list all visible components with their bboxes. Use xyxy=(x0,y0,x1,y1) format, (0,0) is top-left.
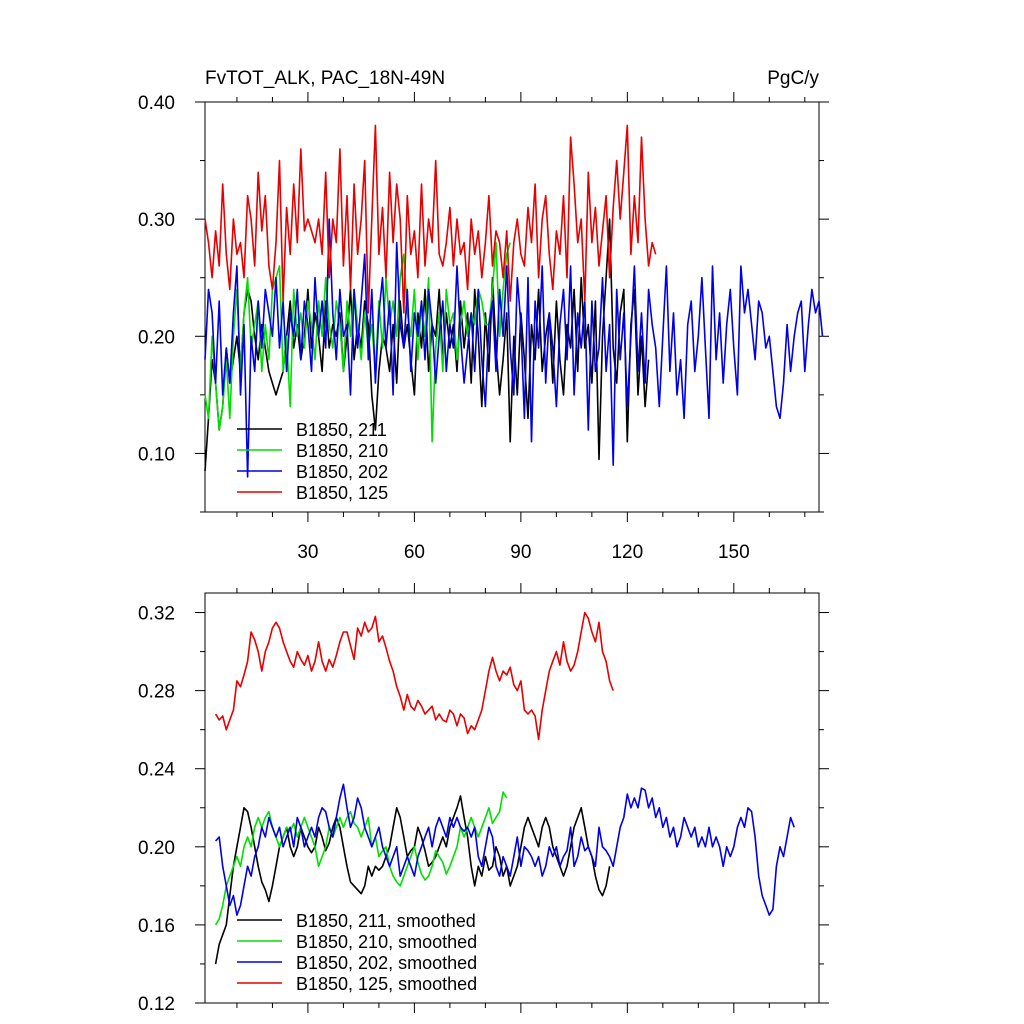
top-units-label: PgC/y xyxy=(767,68,819,89)
top-series-lines xyxy=(204,124,824,478)
y-tick-label: 0.40 xyxy=(138,93,175,114)
bottom-series-lines xyxy=(214,611,795,965)
legend-label: B1850, 125, smoothed xyxy=(296,974,477,994)
top-axes: 0.10 0.20 0.30 0.40 30 60 90 120 150 xyxy=(138,92,829,563)
x-tick-label: 150 xyxy=(718,542,750,563)
y-tick-label: 0.12 xyxy=(138,994,175,1015)
series-line-b1850-125 xyxy=(204,124,657,314)
legend-label: B1850, 210, smoothed xyxy=(296,932,477,952)
y-tick-label: 0.20 xyxy=(138,838,175,859)
bottom-axes: 0.12 0.16 0.20 0.24 0.28 0.32 xyxy=(138,583,829,1015)
top-chart-title: FvTOT_ALK, PAC_18N-49N xyxy=(205,68,445,89)
legend-label: B1850, 202, smoothed xyxy=(296,953,477,973)
series-line-b1850-202-smoothed xyxy=(215,783,795,916)
y-tick-label: 0.20 xyxy=(138,327,175,348)
x-tick-label: 30 xyxy=(297,542,318,563)
x-tick-label: 90 xyxy=(510,542,531,563)
x-tick-label: 120 xyxy=(611,542,643,563)
y-tick-label: 0.16 xyxy=(138,916,175,937)
top-panel: FvTOT_ALK, PAC_18N-49N PgC/y 0.10 0.20 0.3… xyxy=(138,68,829,563)
legend-label: B1850, 210 xyxy=(296,441,388,461)
y-tick-label: 0.24 xyxy=(138,760,175,781)
legend-label: B1850, 211, smoothed xyxy=(296,911,476,931)
series-line-b1850-125-smoothed xyxy=(214,611,614,741)
series-line-b1850-202 xyxy=(204,218,824,478)
bottom-plot-frame xyxy=(204,592,820,1004)
y-tick-label: 0.10 xyxy=(138,444,175,465)
series-line-b1850-210-smoothed xyxy=(214,791,508,926)
x-tick-label: 60 xyxy=(404,542,425,563)
y-tick-label: 0.32 xyxy=(138,604,175,625)
legend-label: B1850, 125 xyxy=(296,483,388,503)
y-tick-label: 0.30 xyxy=(138,210,175,231)
series-line-b1850-210 xyxy=(204,241,511,443)
legend-label: B1850, 202 xyxy=(296,462,388,482)
legend-label: B1850, 211 xyxy=(296,420,387,440)
y-tick-label: 0.28 xyxy=(138,682,175,703)
bottom-panel: 0.12 0.16 0.20 0.24 0.28 0.32 B1850, 211, smo… xyxy=(138,583,829,1015)
